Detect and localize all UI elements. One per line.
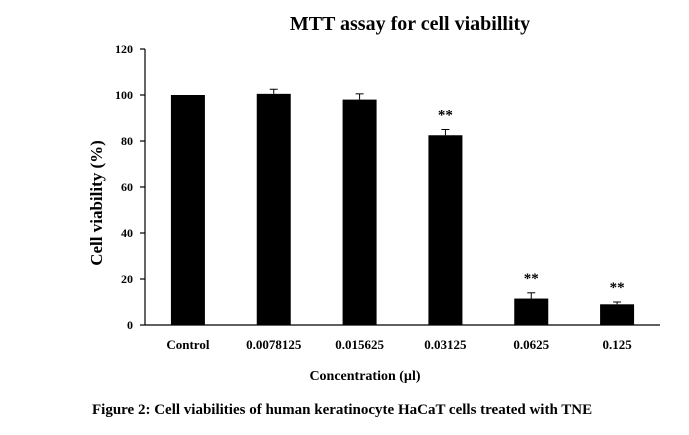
bar: [342, 99, 377, 325]
significance-marker: **: [610, 280, 625, 296]
x-tick-label: 0.015625: [335, 337, 384, 352]
bar-chart: MTT assay for cell viabillity 0 20 40 60 80 1…: [87, 13, 660, 384]
x-tick-label: 0.125: [602, 337, 632, 352]
bar: [428, 135, 463, 325]
y-tick-label: 0: [127, 318, 133, 332]
y-tick-label: 80: [121, 134, 133, 148]
x-tick-label: 0.03125: [424, 337, 467, 352]
bar: [170, 95, 205, 325]
bar: [256, 93, 291, 325]
y-tick-label: 20: [121, 272, 133, 286]
y-tick-label: 100: [115, 88, 133, 102]
bar: [600, 304, 635, 325]
bar: [514, 298, 549, 325]
x-tick-label: 0.0625: [513, 337, 549, 352]
x-axis-label: Concentration (µl): [309, 369, 420, 384]
x-tick-label: Control: [166, 337, 209, 352]
figure-caption: Figure 2: Cell viabilities of human kera…: [92, 402, 593, 418]
chart-title: MTT assay for cell viabillity: [290, 13, 530, 35]
x-tick-label: 0.0078125: [246, 337, 302, 352]
significance-marker: **: [438, 108, 453, 124]
significance-marker: **: [524, 271, 539, 287]
y-tick-label: 40: [121, 226, 133, 240]
y-axis-label: Cell viability (%): [87, 140, 106, 266]
y-tick-label: 120: [115, 42, 133, 56]
plot-area: 0 20 40 60 80 100 120 Control 0.0078125 0.015625 0…: [115, 42, 660, 352]
y-tick-label: 60: [121, 180, 133, 194]
